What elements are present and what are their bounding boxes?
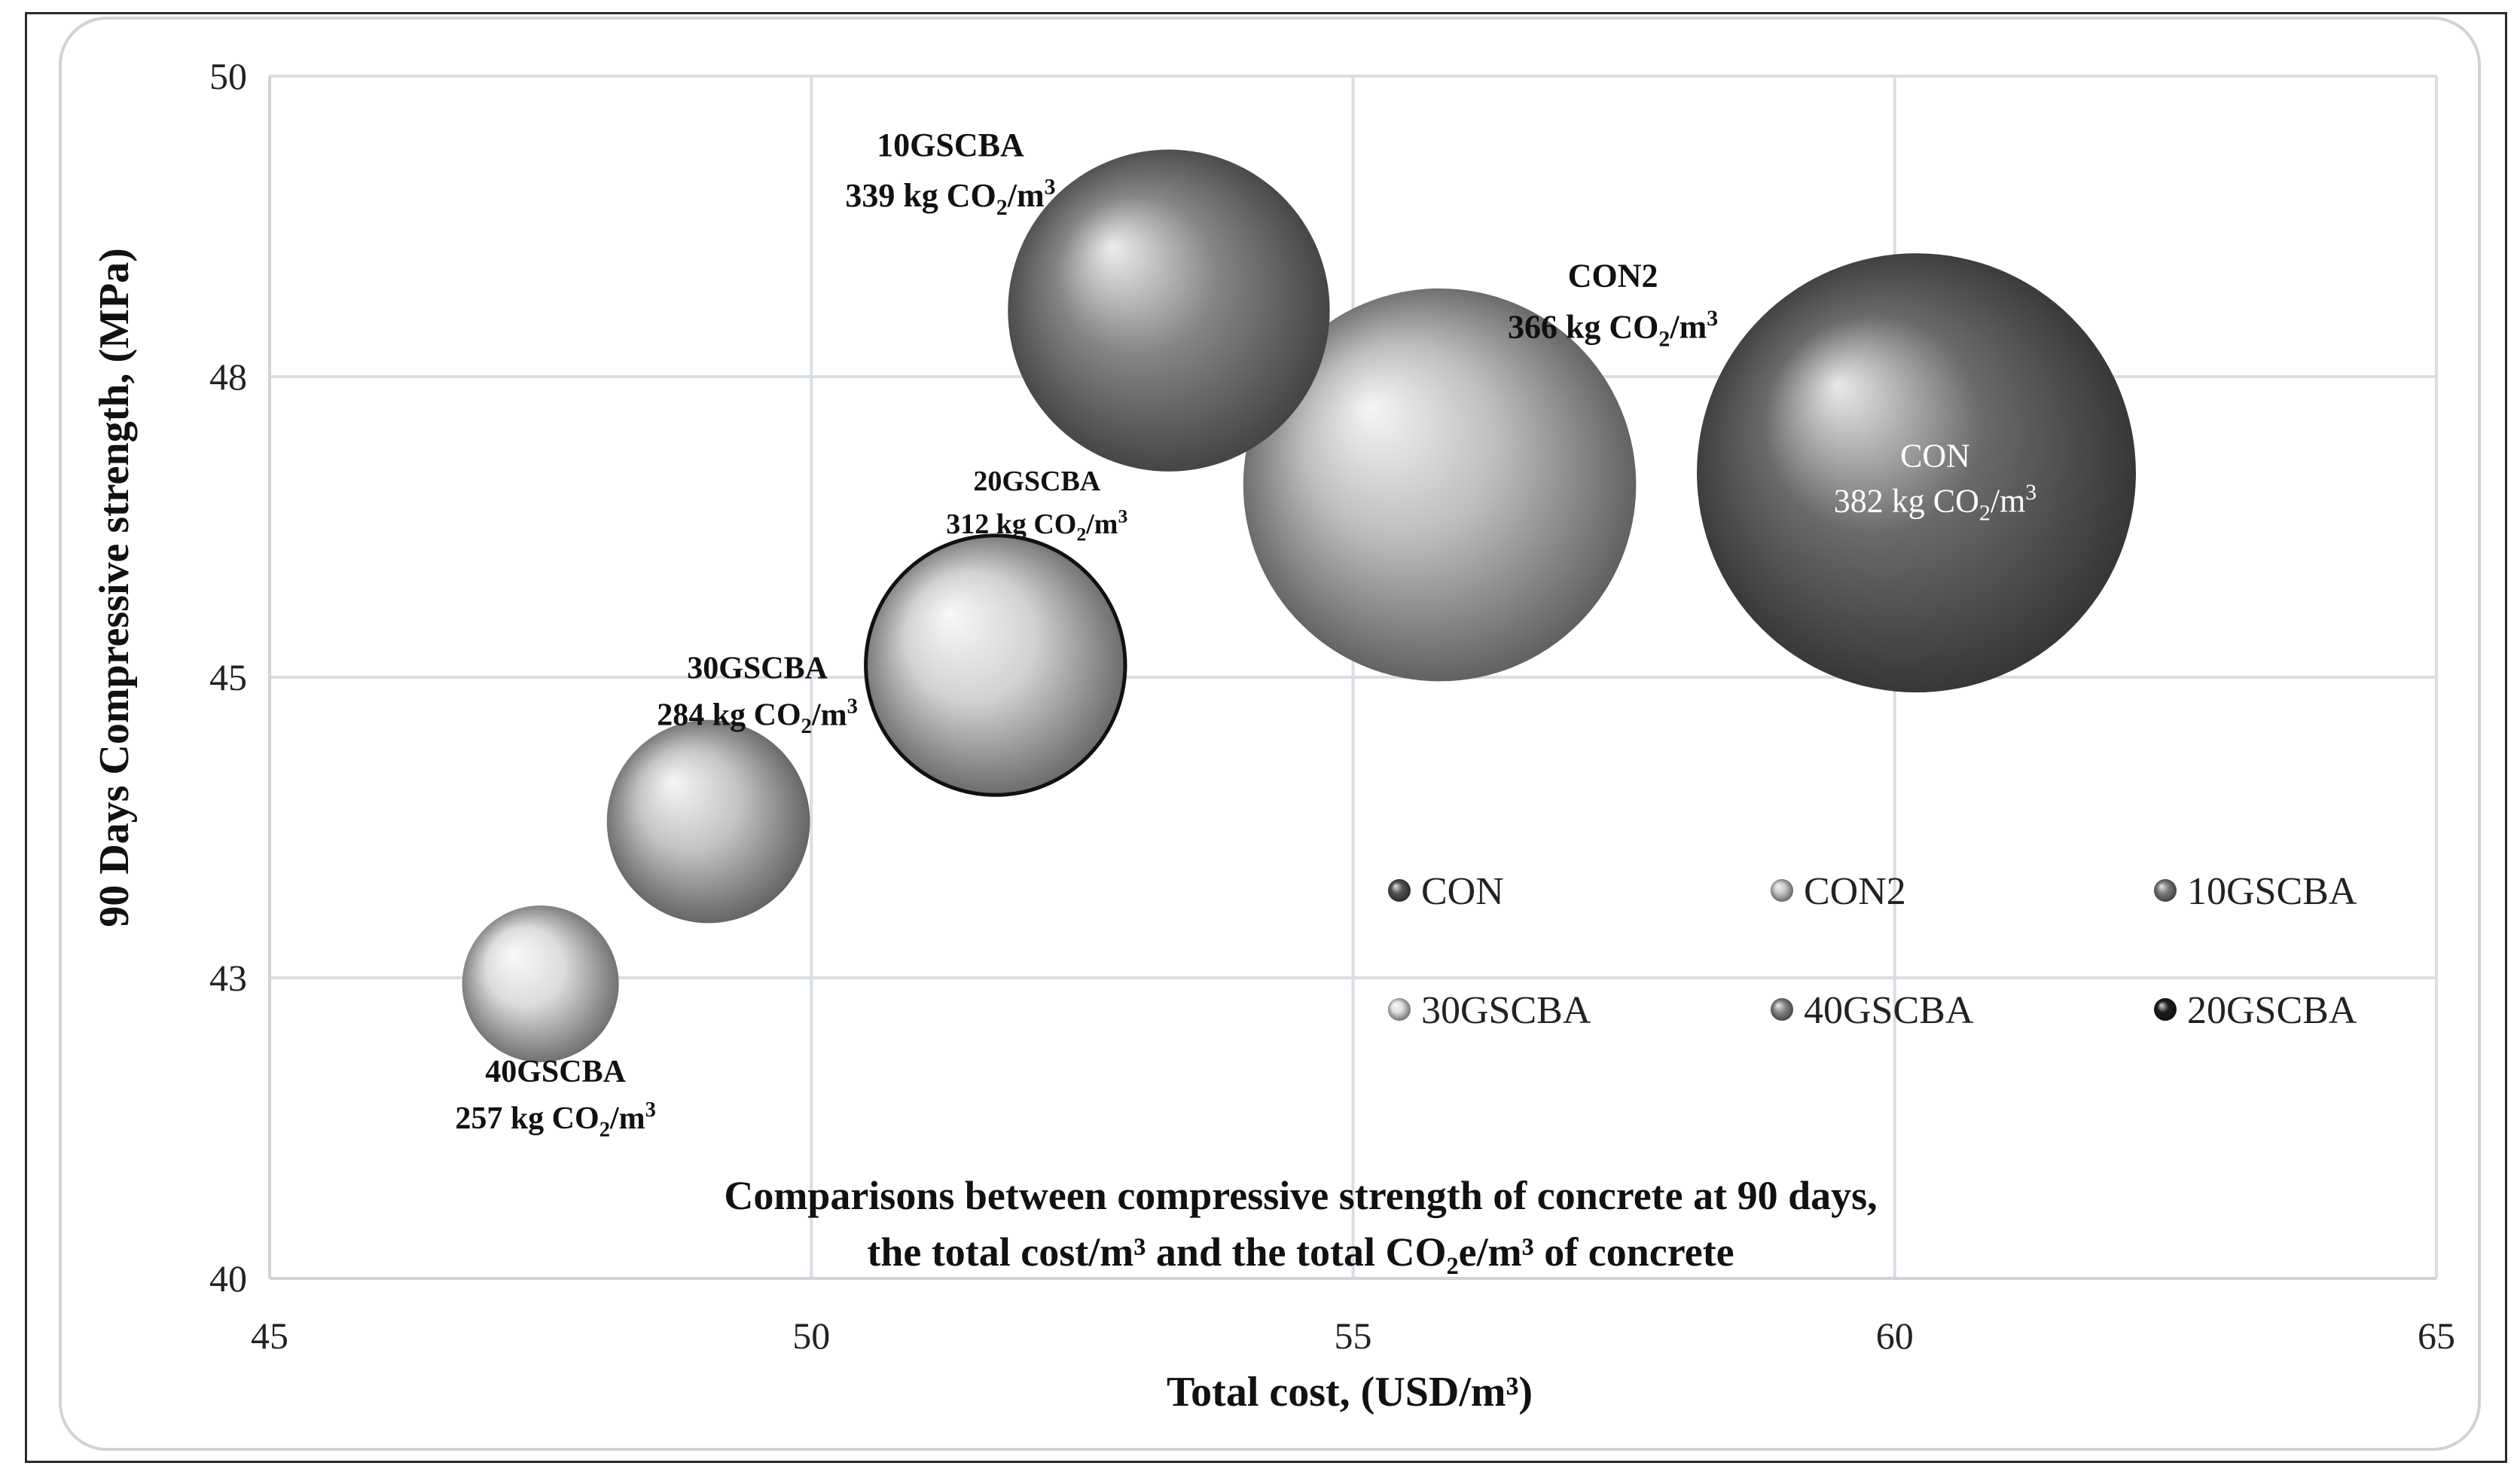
bubble-label-co2-40gscba: 257 kg CO2/m3	[455, 1098, 656, 1141]
bubble-label-name-20gscba: 20GSCBA	[973, 466, 1100, 497]
chart-title-line-2: the total cost/m³ and the total CO₂e/m³ …	[867, 1229, 1734, 1275]
y-tick-label-3: 48	[209, 356, 247, 398]
legend-label-con2: CON2	[1804, 870, 1906, 913]
bubble-label-name-40gscba: 40GSCBA	[485, 1055, 626, 1089]
x-axis-label: Total cost, (USD/m³)	[1167, 1369, 1533, 1416]
chart-title-line-1: Comparisons between compressive strength…	[724, 1173, 1877, 1218]
bubble-40gscba[interactable]	[462, 905, 619, 1062]
y-tick-label-2: 45	[209, 656, 247, 698]
bubble-label-co2-con2: 366 kg CO2/m3	[1508, 306, 1718, 352]
legend-label-con: CON	[1421, 870, 1504, 913]
y-tick-label-4: 50	[209, 55, 247, 97]
bubble-20gscba[interactable]	[864, 533, 1127, 797]
legend: CON CON2 10GSCBA 30GSCBA 40GSCBA 20GSCBA	[1388, 870, 2357, 1032]
x-tick-label-3: 60	[1876, 1315, 1914, 1357]
y-tick-label-1: 43	[209, 957, 247, 999]
bubble-label-co2-con: 382 kg CO2/m3	[1834, 480, 2036, 526]
bubble-30gscba[interactable]	[606, 719, 810, 924]
legend-marker-30gscba	[1388, 998, 1411, 1021]
y-axis-label: 90 Days Compressive strength, (MPa)	[91, 248, 138, 927]
x-tick-label-1: 50	[792, 1315, 830, 1357]
bubble-label-name-con2: CON2	[1568, 258, 1658, 295]
x-tick-label-0: 45	[251, 1315, 288, 1357]
bubble-label-co2-30gscba: 284 kg CO2/m3	[657, 695, 858, 738]
bubbles	[462, 149, 2136, 1062]
y-tick-label-0: 40	[209, 1257, 247, 1299]
bubble-label-co2-10gscba: 339 kg CO2/m3	[845, 175, 1055, 221]
legend-label-20gscba: 20GSCBA	[2187, 989, 2357, 1032]
x-tick-label-2: 55	[1335, 1315, 1372, 1357]
axes: 45 50 55 60 65 40 43 45 48 50	[209, 55, 2455, 1357]
legend-label-40gscba: 40GSCBA	[1804, 989, 1974, 1032]
bubble-label-co2-20gscba: 312 kg CO2/m3	[946, 505, 1127, 545]
legend-marker-40gscba	[1771, 998, 1793, 1021]
bubble-con2[interactable]	[1243, 288, 1637, 682]
bubble-label-name-30gscba: 30GSCBA	[687, 652, 828, 686]
grid-lines	[268, 75, 2438, 1280]
legend-marker-10gscba	[2154, 879, 2177, 902]
bubble-labels: CON 382 kg CO2/m3 CON2 366 kg CO2/m3 10GSCBA…	[455, 127, 2036, 1141]
bubble-label-name-con: CON	[1900, 438, 1970, 475]
x-tick-label-4: 65	[2418, 1315, 2455, 1357]
legend-marker-20gscba	[2154, 998, 2177, 1021]
legend-marker-con	[1388, 879, 1411, 902]
bubble-label-name-10gscba: 10GSCBA	[877, 127, 1024, 163]
bubble-con[interactable]	[1697, 253, 2136, 693]
legend-label-30gscba: 30GSCBA	[1421, 989, 1591, 1032]
legend-marker-con2	[1771, 879, 1793, 902]
legend-label-10gscba: 10GSCBA	[2187, 870, 2357, 913]
bubble-10gscba[interactable]	[1008, 149, 1330, 472]
